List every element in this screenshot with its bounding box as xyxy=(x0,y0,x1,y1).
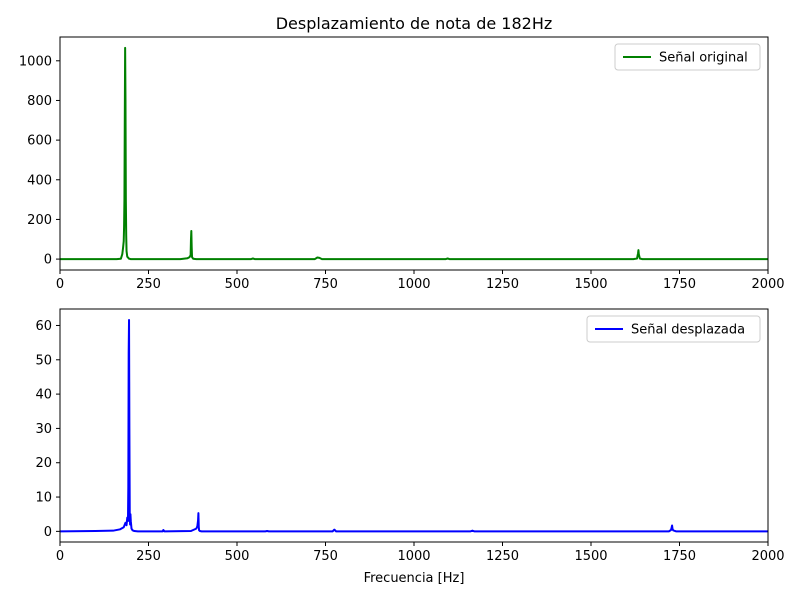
y-tick-label: 1000 xyxy=(19,54,52,69)
y-tick-label: 30 xyxy=(35,422,52,437)
legend-box xyxy=(614,43,761,71)
y-tick-label: 40 xyxy=(35,388,52,403)
x-tick-label: 500 xyxy=(225,277,250,292)
y-tick-label: 10 xyxy=(35,491,52,506)
x-tick-label: 1750 xyxy=(663,277,696,292)
x-tick-label: 2000 xyxy=(751,277,784,292)
x-tick-label: 2000 xyxy=(751,549,784,564)
series-line-0-0 xyxy=(60,46,768,261)
x-tick-label: 0 xyxy=(56,549,64,564)
y-tick-label: 400 xyxy=(27,173,52,188)
x-tick-label: 1000 xyxy=(397,277,430,292)
legend-box xyxy=(586,315,761,343)
x-tick-label: 250 xyxy=(136,277,161,292)
x-tick-label: 1750 xyxy=(663,549,696,564)
x-tick-label: 500 xyxy=(225,549,250,564)
y-tick-label: 20 xyxy=(35,456,52,471)
x-tick-label: 1500 xyxy=(574,277,607,292)
x-tick-label: 1250 xyxy=(486,549,519,564)
chart-title: Desplazamiento de nota de 182Hz xyxy=(276,14,553,33)
legend-label: Señal original xyxy=(659,51,748,66)
x-tick-label: 750 xyxy=(313,277,338,292)
x-axis-label: Frecuencia [Hz] xyxy=(364,571,465,586)
y-tick-label: 0 xyxy=(44,253,52,268)
x-tick-label: 0 xyxy=(56,277,64,292)
x-tick-label: 750 xyxy=(313,549,338,564)
y-tick-label: 0 xyxy=(44,525,52,540)
y-tick-label: 600 xyxy=(27,134,52,149)
y-tick-label: 200 xyxy=(27,213,52,228)
bottom-axes: 0 250 500 750 1000 1250 1500 1750 2000 0 10 20 30 40 5… xyxy=(35,308,785,564)
x-tick-label: 1500 xyxy=(574,549,607,564)
x-tick-label: 250 xyxy=(136,549,161,564)
y-tick-label: 50 xyxy=(35,353,52,368)
y-tick-label: 60 xyxy=(35,319,52,334)
legend-label: Señal desplazada xyxy=(631,323,745,338)
top-axes: 0 250 500 750 1000 1250 1500 1750 2000 0 200 400 600… xyxy=(19,36,785,292)
series-line-1-0 xyxy=(60,318,768,533)
x-tick-label: 1250 xyxy=(486,277,519,292)
y-tick-label: 800 xyxy=(27,94,52,109)
x-tick-label: 1000 xyxy=(397,549,430,564)
